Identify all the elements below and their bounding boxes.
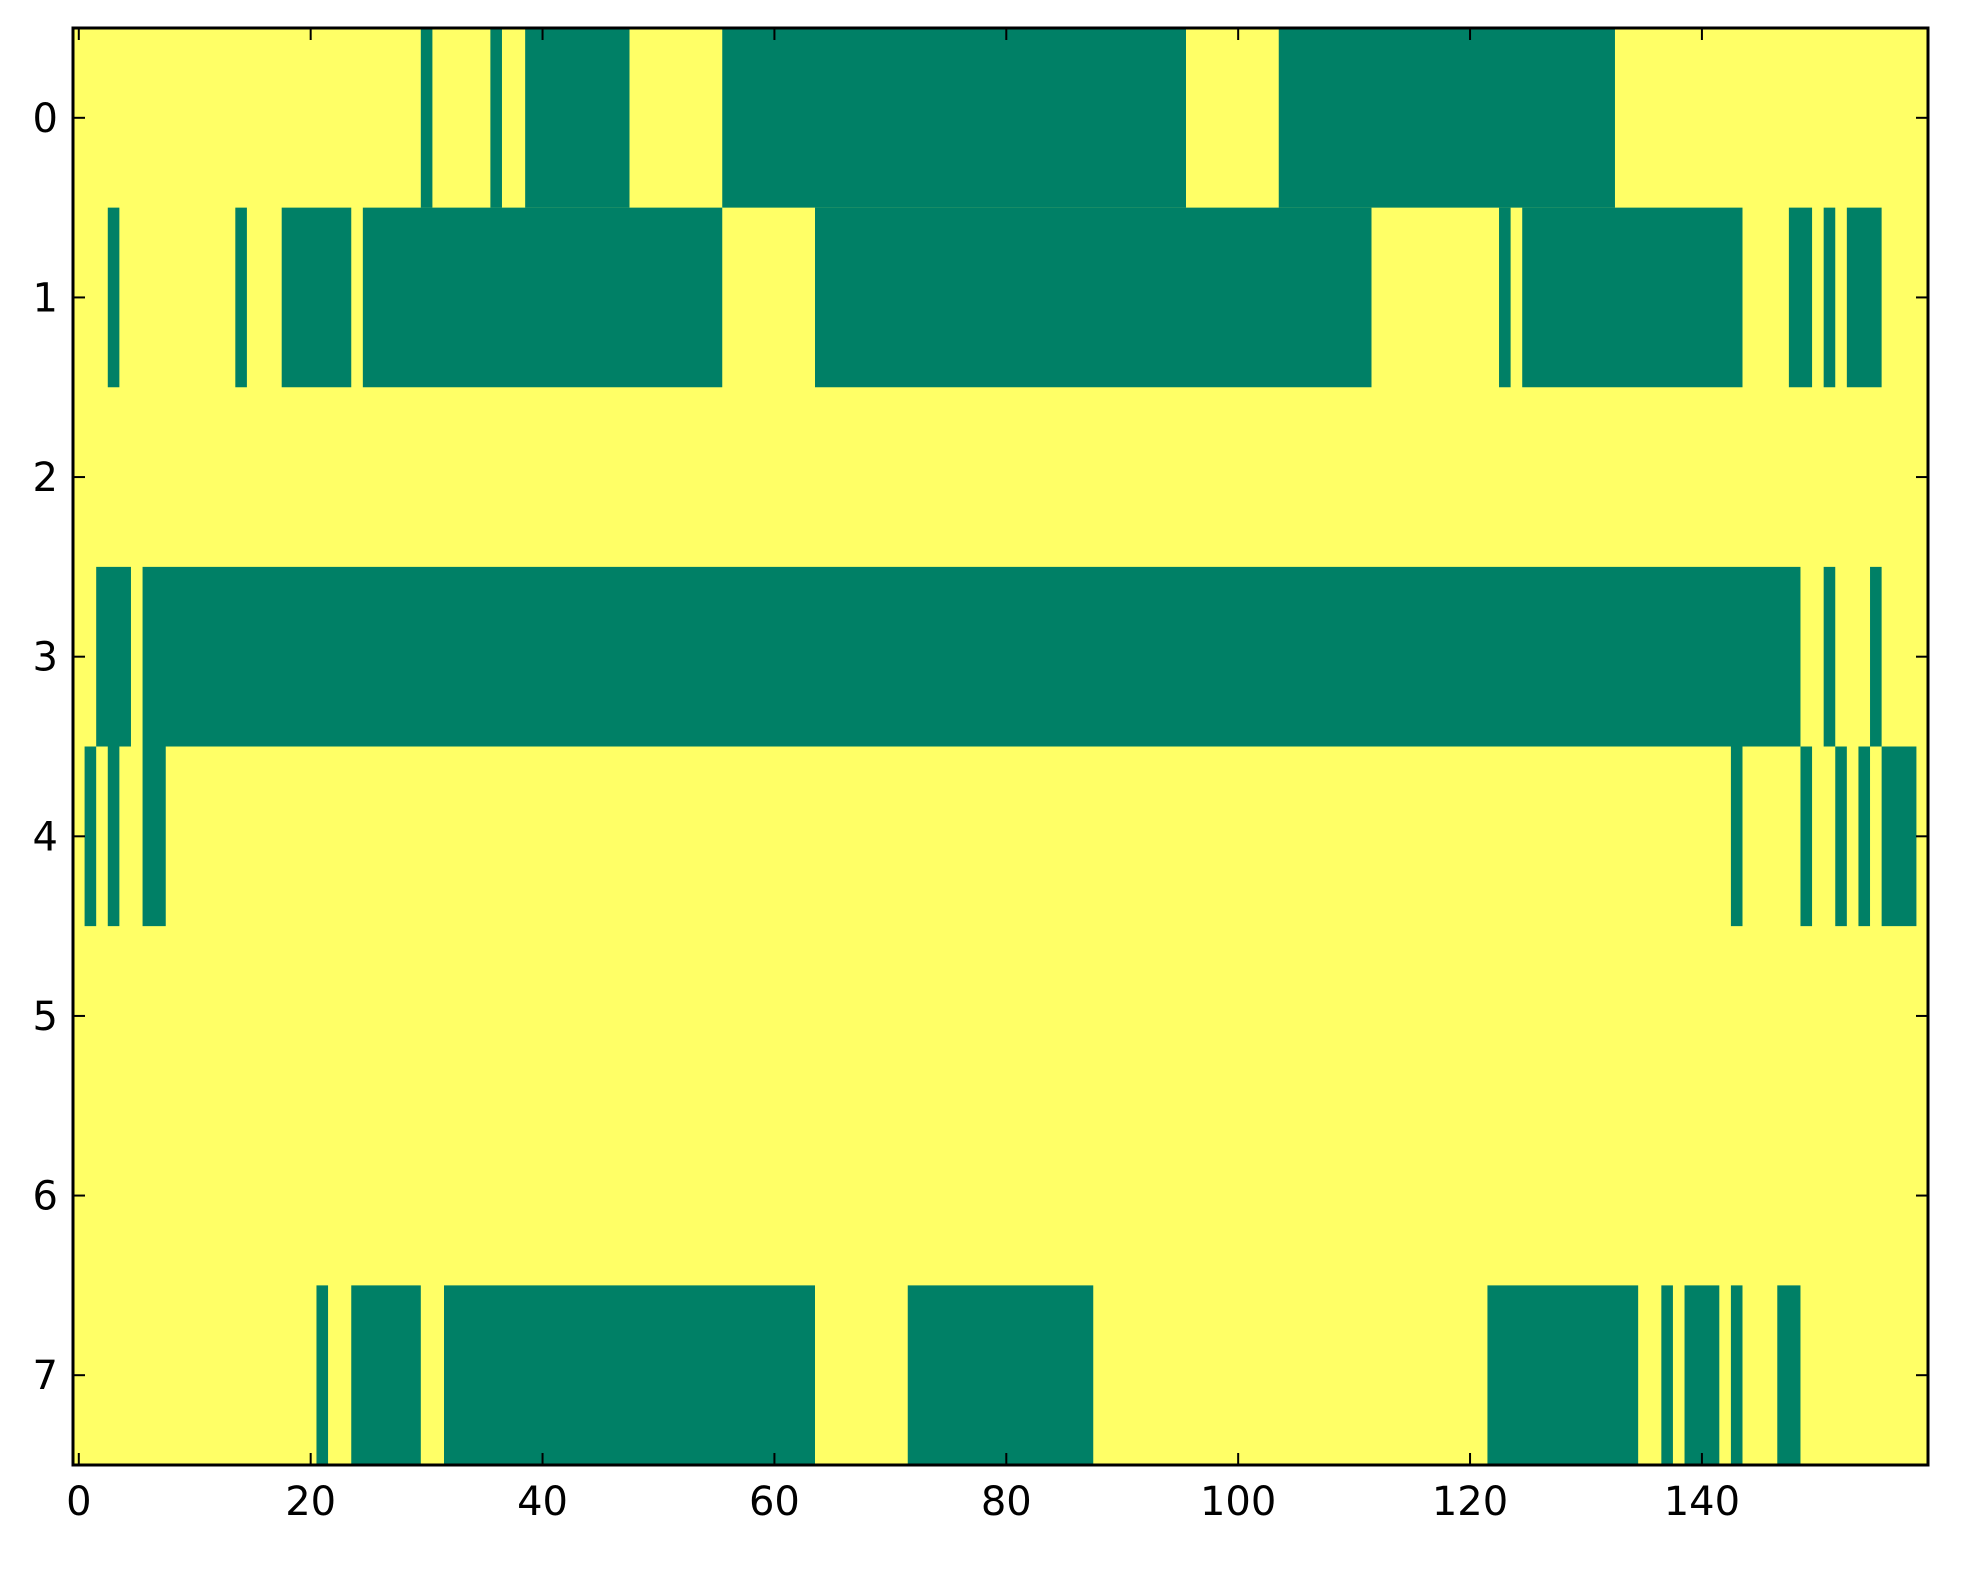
x-axis: 0 20 40 60 80 100 120 140 [66, 28, 1740, 1525]
heatmap-cell-row4-4 [1800, 746, 1813, 927]
heatmap-cell-row7-1 [351, 1285, 421, 1466]
y-tick-label: 0 [33, 96, 58, 142]
heatmap-cell-row0-3 [722, 28, 1186, 208]
y-tick-label: 5 [33, 994, 58, 1040]
heatmap-cell-row1-0 [107, 207, 120, 388]
heatmap-cell-row1-2 [281, 207, 352, 388]
plot-frame [71, 26, 1930, 1467]
heatmap-cell-row7-2 [444, 1285, 815, 1466]
heatmap-cell-row4-2 [142, 746, 166, 927]
heatmap-cell-row1-9 [1846, 207, 1882, 388]
heatmap-cell-row7-7 [1730, 1285, 1743, 1466]
heatmap-cell-row1-5 [1499, 207, 1511, 388]
heatmap-cell-row4-0 [84, 746, 97, 927]
heatmap-cell-row4-3 [1730, 746, 1743, 927]
x-tick-label: 60 [749, 1479, 800, 1525]
y-tick-label: 7 [33, 1353, 58, 1399]
y-tick-label: 6 [33, 1174, 58, 1220]
heatmap-cell-row7-5 [1661, 1285, 1673, 1466]
heatmap-cell-row0-1 [490, 28, 502, 208]
y-tick-label: 1 [33, 275, 58, 321]
x-tick-label: 120 [1432, 1479, 1508, 1525]
x-tick-label: 20 [285, 1479, 336, 1525]
heatmap-cell-row0-4 [1278, 28, 1615, 208]
y-axis: 0 1 2 3 4 5 6 7 [33, 96, 1928, 1399]
heatmap-cell-row1-3 [362, 207, 723, 388]
heatmap-cell-row3-1 [142, 566, 1801, 747]
x-tick-label: 80 [981, 1479, 1032, 1525]
heatmap-cell-row3-0 [96, 566, 131, 747]
x-tick-label: 0 [66, 1479, 91, 1525]
heatmap-cell-row7-4 [1487, 1285, 1639, 1466]
y-tick-label: 4 [33, 814, 58, 860]
heatmap-cell-row1-4 [815, 207, 1372, 388]
heatmap-cell-row1-7 [1788, 207, 1813, 388]
x-tick-label: 140 [1664, 1479, 1740, 1525]
heatmap-cell-row1-6 [1522, 207, 1743, 388]
y-tick-label: 3 [33, 635, 58, 681]
heatmap-cell-row0-0 [420, 28, 433, 208]
heatmap-cell-row1-1 [235, 207, 247, 388]
heatmap-cell-row4-5 [1835, 746, 1847, 927]
heatmap-cell-row7-3 [907, 1285, 1094, 1466]
heatmap-cells [84, 28, 1917, 1466]
heatmap-cell-row3-2 [1823, 566, 1836, 747]
heatmap-cell-row7-6 [1684, 1285, 1720, 1466]
x-tick-label: 100 [1200, 1479, 1276, 1525]
heatmap-cell-row0-2 [525, 28, 630, 208]
heatmap-cell-row1-8 [1823, 207, 1836, 388]
heatmap-cell-row7-0 [316, 1285, 329, 1466]
heatmap-cell-row3-3 [1870, 566, 1882, 747]
heatmap-cell-row4-6 [1858, 746, 1871, 927]
heatmap-cell-row4-7 [1881, 746, 1917, 927]
heatmap-cell-row4-1 [107, 746, 120, 927]
y-tick-label: 2 [33, 455, 58, 501]
x-tick-label: 40 [517, 1479, 568, 1525]
heatmap-cell-row7-8 [1777, 1285, 1801, 1466]
